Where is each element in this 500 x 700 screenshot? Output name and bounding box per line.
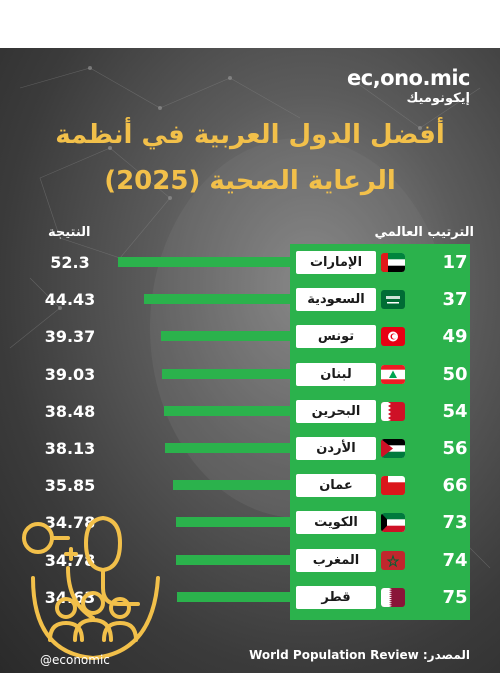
kuwait-flag-icon bbox=[381, 513, 405, 533]
column-header-score: النتيجة bbox=[48, 225, 91, 240]
value-label: 39.03 bbox=[44, 364, 96, 384]
bar-row: 38.48 البحرين 54 bbox=[0, 394, 500, 430]
morocco-flag-icon bbox=[381, 550, 405, 570]
chart-title-line-2: الرعاية الصحية (2025) bbox=[104, 166, 396, 196]
poster: ec,ono.mic إيكونوميك أفضل الدول العربية … bbox=[0, 48, 500, 673]
bahrain-flag-icon bbox=[381, 401, 405, 421]
bar bbox=[161, 331, 291, 342]
country-name-label: المغرب bbox=[296, 548, 376, 572]
qatar-flag-icon bbox=[381, 587, 405, 607]
social-handle: @economic bbox=[40, 653, 110, 667]
bar bbox=[165, 443, 291, 453]
country-name-label: الكويت bbox=[296, 511, 376, 535]
country-name-label: لبنان bbox=[296, 362, 376, 386]
value-label: 52.3 bbox=[50, 253, 90, 272]
country-name-label: الأردن bbox=[296, 437, 376, 460]
uae-flag-icon bbox=[381, 253, 405, 272]
bar-row: 38.13 الأردن 56 bbox=[0, 431, 500, 467]
rank-label: 49 bbox=[442, 326, 468, 348]
bar bbox=[164, 405, 291, 416]
rank-label: 75 bbox=[442, 586, 468, 608]
value-label: 35.85 bbox=[44, 476, 96, 496]
source-name: World Population Review bbox=[249, 648, 419, 662]
saudi-flag-icon bbox=[381, 290, 405, 310]
bar bbox=[172, 480, 291, 491]
rank-label: 50 bbox=[442, 363, 468, 385]
chart-title-line-1: أفضل الدول العربية في أنظمة bbox=[55, 120, 445, 150]
value-label: 38.48 bbox=[44, 401, 96, 421]
bar bbox=[176, 517, 291, 528]
country-name-label: الإمارات bbox=[296, 251, 376, 274]
column-header-world-rank: الترتيب العالمي bbox=[374, 225, 474, 240]
country-name-label: عمان bbox=[296, 474, 376, 498]
rank-label: 73 bbox=[442, 512, 468, 534]
value-label: 38.13 bbox=[44, 439, 96, 458]
bar bbox=[118, 257, 291, 267]
rank-label: 17 bbox=[442, 252, 468, 273]
country-name-label: تونس bbox=[296, 325, 376, 349]
source-credit: المصدر: World Population Review bbox=[249, 648, 470, 662]
bar-row: 39.37 تونس 49 bbox=[0, 319, 500, 355]
bar-row: 39.03 لبنان 50 bbox=[0, 357, 500, 393]
bar-row: 44.43 السعودية 37 bbox=[0, 282, 500, 318]
lebanon-flag-icon bbox=[381, 364, 405, 384]
bar-row: 52.3 الإمارات 17 bbox=[0, 245, 500, 281]
jordan-flag-icon bbox=[381, 439, 405, 458]
rank-label: 66 bbox=[442, 475, 468, 497]
value-label: 39.37 bbox=[44, 327, 96, 347]
bar bbox=[144, 294, 291, 305]
brand-logo: ec,ono.mic إيكونوميك bbox=[347, 66, 470, 106]
country-name-label: البحرين bbox=[296, 399, 376, 423]
rank-label: 56 bbox=[442, 438, 468, 459]
brand-name: ec,ono.mic bbox=[347, 66, 470, 90]
brand-name-arabic: إيكونوميك bbox=[406, 91, 470, 106]
rank-column-panel bbox=[440, 244, 470, 620]
value-label: 44.43 bbox=[44, 290, 96, 310]
healthcare-stethoscope-icon bbox=[22, 516, 160, 660]
country-name-label: قطر bbox=[296, 585, 376, 609]
source-label: المصدر: bbox=[422, 648, 470, 662]
bar-row: 34.78 الكويت 73 bbox=[0, 505, 500, 541]
country-name-label: السعودية bbox=[296, 288, 376, 312]
tunisia-flag-icon bbox=[381, 327, 405, 347]
rank-label: 54 bbox=[442, 400, 468, 422]
bar-row: 35.85 عمان 66 bbox=[0, 468, 500, 504]
rank-label: 74 bbox=[442, 549, 468, 571]
bar bbox=[176, 554, 291, 565]
bar bbox=[176, 591, 291, 602]
rank-label: 37 bbox=[442, 289, 468, 311]
value-label: 34.78 bbox=[44, 513, 96, 533]
bar bbox=[162, 368, 291, 379]
oman-flag-icon bbox=[381, 476, 405, 496]
